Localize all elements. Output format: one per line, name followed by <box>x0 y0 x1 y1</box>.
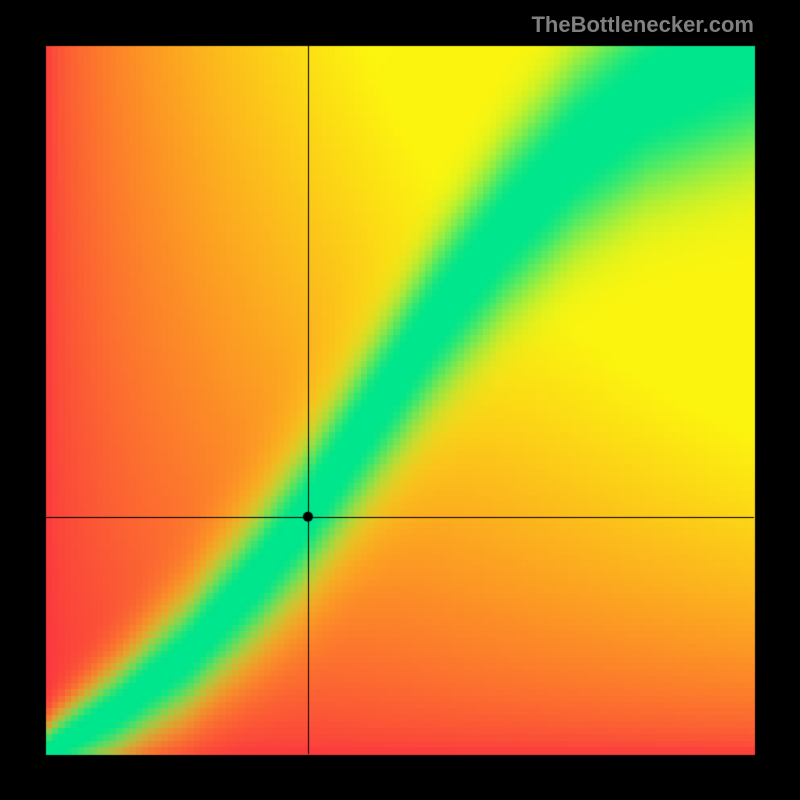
figure-container: TheBottlenecker.com <box>0 0 800 800</box>
watermark-text: TheBottlenecker.com <box>531 12 754 38</box>
bottleneck-heatmap <box>0 0 800 800</box>
